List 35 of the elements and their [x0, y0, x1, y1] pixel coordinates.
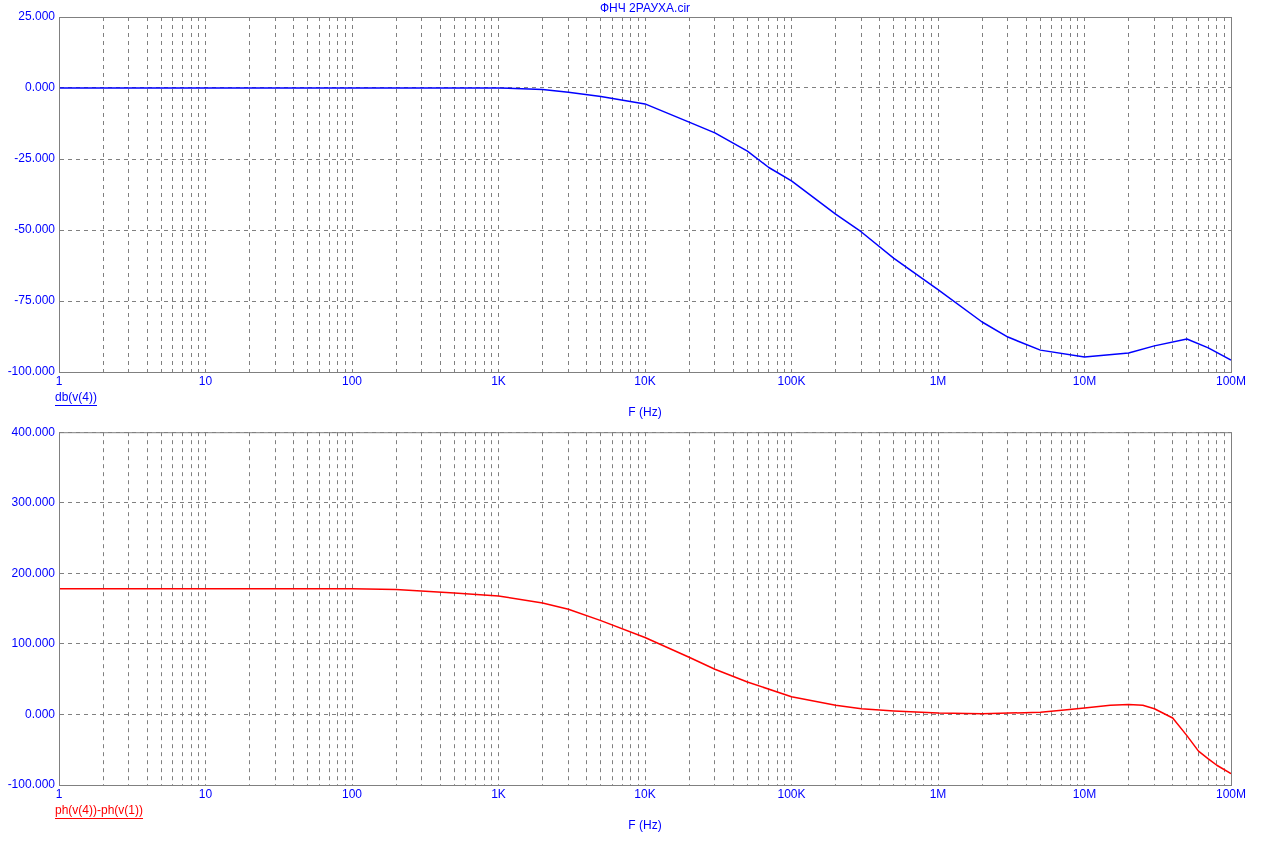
- y-tick-label: 100.000: [11, 636, 56, 651]
- x-tick-label: 100: [341, 786, 363, 801]
- y-tick-label: -50.000: [14, 222, 56, 237]
- y-tick-label: -100.000: [7, 364, 56, 379]
- x-axis-title: F (Hz): [628, 405, 662, 420]
- x-tick-label: 100K: [777, 373, 806, 388]
- y-tick-label: 0.000: [24, 706, 56, 721]
- x-tick-label: 1: [55, 786, 63, 801]
- x-tick-label: 100M: [1215, 786, 1247, 801]
- x-tick-label: 1: [55, 373, 63, 388]
- y-tick-label: 0.000: [24, 80, 56, 95]
- x-tick-label: 10: [198, 786, 213, 801]
- x-tick-label: 10M: [1072, 786, 1097, 801]
- x-tick-label: 10K: [634, 373, 656, 388]
- x-tick-label: 1K: [491, 786, 506, 801]
- x-tick-label: 10: [198, 373, 213, 388]
- text: ph(v(4))-ph(v(1)): [55, 803, 144, 818]
- y-tick-label: 300.000: [11, 495, 56, 510]
- x-tick-label: 100: [341, 373, 363, 388]
- x-tick-label: 1K: [491, 373, 506, 388]
- x-tick-label: 100K: [777, 786, 806, 801]
- y-tick-label: 200.000: [11, 565, 56, 580]
- y-tick-label: -75.000: [14, 293, 56, 308]
- x-tick-label: 1M: [929, 786, 947, 801]
- y-tick-label: -100.000: [7, 777, 56, 792]
- y-tick-label: 400.000: [11, 424, 56, 439]
- y-tick-label: -25.000: [14, 151, 56, 166]
- x-tick-label: 1M: [929, 373, 947, 388]
- x-axis-title: F (Hz): [628, 818, 662, 833]
- text: db(v(4)): [55, 390, 98, 405]
- x-tick-label: 10M: [1072, 373, 1097, 388]
- x-tick-label: 10K: [634, 786, 656, 801]
- x-tick-label: 100M: [1215, 373, 1247, 388]
- y-tick-label: 25.000: [18, 9, 56, 24]
- chart-title: ФНЧ 2РАУХА.cir: [599, 1, 691, 16]
